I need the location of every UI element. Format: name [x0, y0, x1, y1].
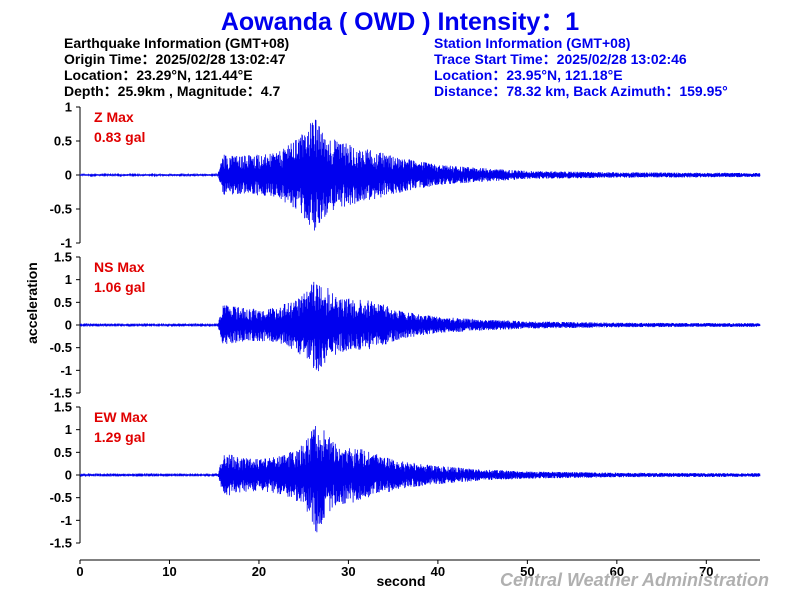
waveform-trace-z [79, 119, 761, 231]
y-tick-label-ns: 0.5 [54, 295, 72, 310]
max-value-ns: 1.06 gal [94, 279, 145, 295]
y-axis-label: acceleration [24, 262, 40, 344]
y-tick-label-z: -0.5 [50, 202, 72, 217]
x-tick-label: 0 [76, 564, 83, 579]
x-tick-label: 10 [162, 564, 176, 579]
y-tick-label-z: -1 [60, 236, 72, 251]
y-tick-label-ew: -1.5 [50, 536, 72, 551]
x-tick-label: 70 [699, 564, 713, 579]
max-label-ew: EW Max [94, 409, 148, 425]
epicenter-location: Location：23.29°N, 121.44°E [64, 67, 253, 83]
y-tick-label-z: 0.5 [54, 134, 72, 149]
y-tick-label-ew: 0 [65, 468, 72, 483]
y-tick-label-ns: 1 [65, 272, 72, 287]
earthquake-info-header: Earthquake Information (GMT+08) [64, 35, 290, 51]
max-value-ew: 1.29 gal [94, 429, 145, 445]
y-tick-label-ns: 1.5 [54, 250, 72, 265]
x-tick-label: 30 [341, 564, 355, 579]
station-info-header: Station Information (GMT+08) [434, 35, 631, 51]
y-tick-label-ew: -1 [60, 513, 72, 528]
max-label-z: Z Max [94, 109, 134, 125]
origin-time: Origin Time：2025/02/28 13:02:47 [64, 51, 286, 67]
station-location: Location：23.95°N, 121.18°E [434, 67, 623, 83]
station-info: Station Information (GMT+08) Trace Start… [434, 35, 728, 99]
max-label-ns: NS Max [94, 259, 145, 275]
trace-start-time: Trace Start Time：2025/02/28 13:02:46 [434, 51, 687, 67]
agency-credit: Central Weather Administration [499, 570, 769, 590]
x-tick-label: 60 [610, 564, 624, 579]
depth-magnitude: Depth：25.9km , Magnitude：4.7 [64, 83, 281, 99]
y-tick-label-ns: -1.5 [50, 386, 72, 401]
waveform-trace-ns [79, 281, 761, 372]
waveform-trace-ew [79, 425, 761, 533]
y-tick-label-ew: 1 [65, 422, 72, 437]
earthquake-info: Earthquake Information (GMT+08) Origin T… [64, 35, 289, 99]
x-axis-label: second [376, 573, 425, 589]
x-tick-label: 20 [252, 564, 266, 579]
y-tick-label-ew: -0.5 [50, 490, 72, 505]
y-tick-label-ew: 0.5 [54, 445, 72, 460]
x-tick-label: 50 [520, 564, 534, 579]
y-tick-label-ew: 1.5 [54, 400, 72, 415]
y-tick-label-ns: -1 [60, 363, 72, 378]
distance-azimuth: Distance：78.32 km, Back Azimuth：159.95° [434, 83, 728, 99]
y-tick-label-ns: 0 [65, 318, 72, 333]
y-tick-label-ns: -0.5 [50, 340, 72, 355]
y-tick-label-z: 0 [65, 168, 72, 183]
x-tick-label: 40 [431, 564, 445, 579]
y-tick-label-z: 1 [65, 100, 72, 115]
page-title: Aowanda ( OWD ) Intensity：1 [220, 8, 580, 36]
max-value-z: 0.83 gal [94, 129, 145, 145]
